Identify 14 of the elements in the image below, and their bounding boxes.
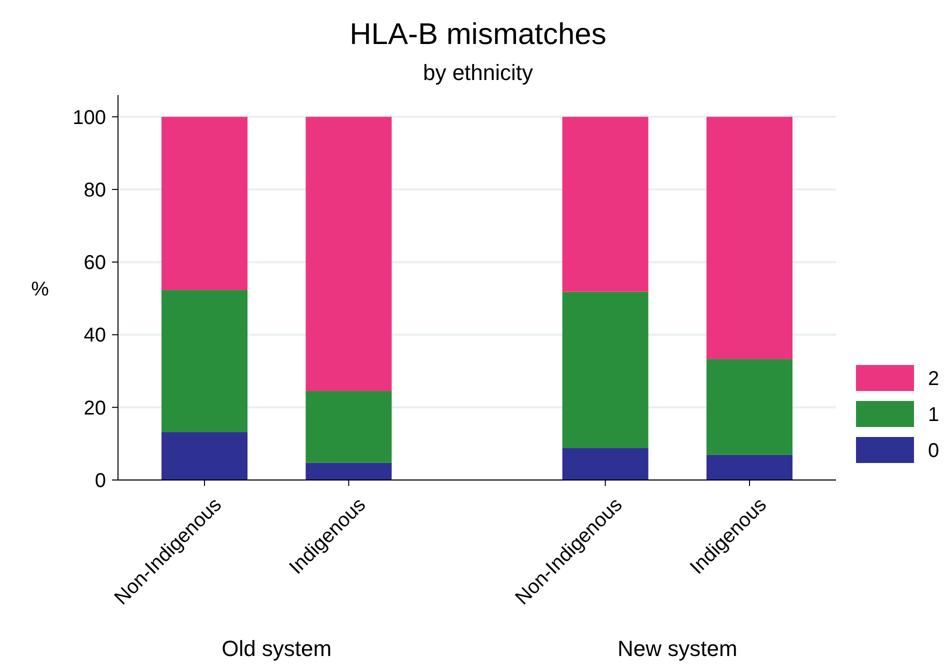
legend-label: 0 <box>928 440 940 462</box>
y-tick-label: 80 <box>84 179 106 202</box>
y-axis-title: % <box>31 278 50 300</box>
legend-label: 2 <box>928 368 940 390</box>
y-tick-label: 60 <box>84 252 106 274</box>
y-tick-label: 100 <box>72 106 106 129</box>
y-tick-label: 40 <box>84 324 106 347</box>
legend-label: 1 <box>928 404 940 426</box>
text: Old system <box>222 636 332 661</box>
y-tick-label: 20 <box>84 397 106 420</box>
chart-title: HLA-B mismatches <box>350 18 606 51</box>
text: New system <box>618 636 738 661</box>
y-tick-label: 0 <box>94 470 106 492</box>
chart-subtitle: by ethnicity <box>422 60 534 85</box>
